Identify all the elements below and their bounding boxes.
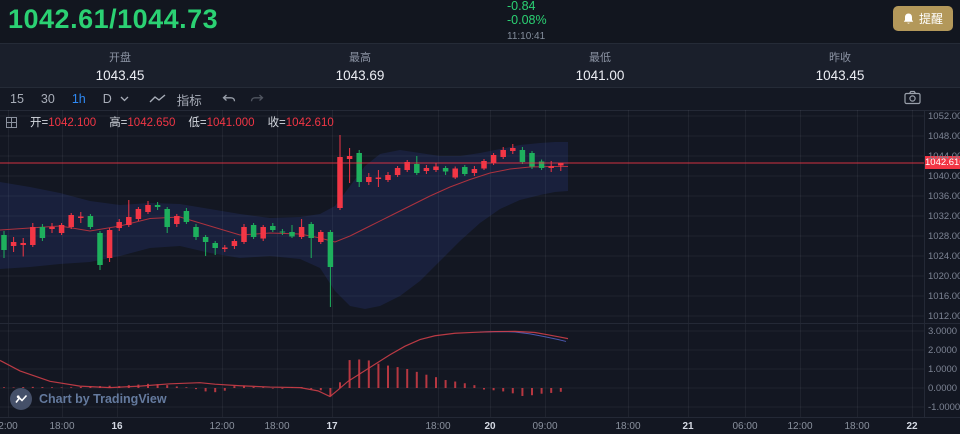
quote-time: 11:10:41 bbox=[507, 31, 546, 42]
time-tick: 21 bbox=[682, 421, 694, 432]
indicator-tick: 0.0000 bbox=[928, 383, 958, 394]
interval-group: 15 30 1h D bbox=[10, 92, 112, 106]
bid-ask-price: 1042.61/1044.73 bbox=[8, 4, 219, 34]
time-tick: 20 bbox=[484, 421, 496, 432]
line-style-icon[interactable] bbox=[149, 94, 167, 104]
camera-snapshot-icon[interactable] bbox=[904, 90, 921, 110]
quote-header: 1042.61/1044.73 -0.84 -0.08% 11:10:41 提醒 bbox=[0, 0, 960, 43]
price-tick: 1024.000 bbox=[928, 251, 960, 262]
tradingview-attribution[interactable]: Chart by TradingView bbox=[10, 388, 167, 410]
tradingview-logo-icon bbox=[10, 388, 32, 410]
price-tick: 1052.000 bbox=[928, 111, 960, 122]
change-percent: -0.08% bbox=[507, 13, 547, 27]
time-tick: 16 bbox=[111, 421, 123, 432]
price-tick: 1028.000 bbox=[928, 231, 960, 242]
indicator-tick: 3.0000 bbox=[928, 326, 958, 337]
time-tick: 06:00 bbox=[732, 421, 758, 432]
stat-item: 昨收 1043.45 bbox=[720, 44, 960, 87]
indicator-tick: -1.0000 bbox=[928, 402, 960, 413]
time-tick: 18:00 bbox=[49, 421, 75, 432]
price-tick: 1036.000 bbox=[928, 191, 960, 202]
stat-value: 1043.45 bbox=[815, 67, 865, 83]
time-tick: 18:00 bbox=[615, 421, 641, 432]
legend-item: 高=1042.650 bbox=[109, 117, 176, 129]
price-tick: 1044.000 bbox=[928, 151, 960, 162]
chart-toolbar: 15 30 1h D 指标 bbox=[0, 88, 960, 110]
price-axis[interactable]: 1042.610 1052.000 1048.000 1044.000 1040.00… bbox=[924, 110, 960, 434]
interval-1h[interactable]: 1h bbox=[71, 92, 86, 106]
time-tick: 12:00 bbox=[787, 421, 813, 432]
indicator-tick: 2.0000 bbox=[928, 345, 958, 356]
redo-icon[interactable] bbox=[250, 94, 264, 105]
stat-item: 最低 1041.00 bbox=[480, 44, 720, 87]
price-tick: 1020.000 bbox=[928, 271, 960, 282]
price-tick: 1032.000 bbox=[928, 211, 960, 222]
legend-item: 收=1042.610 bbox=[267, 117, 334, 129]
change-value: -0.84 bbox=[507, 0, 536, 13]
daily-stats-row: 开盘 1043.45 最高 1043.69 最低 1041.00 昨收 1043.45 bbox=[0, 43, 960, 88]
alert-label: 提醒 bbox=[918, 12, 943, 26]
chevron-down-icon[interactable] bbox=[120, 96, 129, 102]
change-block: -0.84 -0.08% 11:10:41 bbox=[507, 0, 547, 43]
bell-icon bbox=[903, 13, 914, 25]
stat-label: 最低 bbox=[589, 51, 611, 64]
chart-background bbox=[0, 110, 960, 434]
interval-30[interactable]: 30 bbox=[40, 92, 55, 106]
time-tick: 12:00 bbox=[209, 421, 235, 432]
candlestick-chart[interactable] bbox=[0, 110, 960, 434]
stat-value: 1043.69 bbox=[335, 67, 385, 83]
stat-item: 最高 1043.69 bbox=[240, 44, 480, 87]
stat-value: 1041.00 bbox=[575, 67, 625, 83]
legend-item: 开=1042.100 bbox=[30, 117, 97, 129]
time-tick: 17 bbox=[326, 421, 338, 432]
current-price-label: 1042.610 bbox=[925, 156, 960, 170]
indicator-tick: 1.0000 bbox=[928, 364, 958, 375]
price-tick: 1012.000 bbox=[928, 311, 960, 322]
legend-item: 低=1041.000 bbox=[188, 117, 255, 129]
time-axis[interactable]: 2:00 18:00 16 12:00 18:00 17 18:00 20 09:00 18:00… bbox=[0, 417, 960, 434]
time-tick: 18:00 bbox=[264, 421, 290, 432]
stat-label: 最高 bbox=[349, 51, 371, 64]
time-tick: 09:00 bbox=[532, 421, 558, 432]
time-tick: 2:00 bbox=[0, 421, 18, 432]
price-tick: 1048.000 bbox=[928, 131, 960, 142]
interval-15[interactable]: 15 bbox=[10, 92, 24, 106]
attribution-text: Chart by TradingView bbox=[39, 392, 167, 406]
time-tick: 22 bbox=[906, 421, 918, 432]
alert-button[interactable]: 提醒 bbox=[892, 6, 953, 31]
interval-D[interactable]: D bbox=[102, 92, 112, 106]
indicators-button[interactable]: 指标 bbox=[176, 93, 202, 108]
price-tick: 1016.000 bbox=[928, 291, 960, 302]
stat-item: 开盘 1043.45 bbox=[0, 44, 240, 87]
stat-label: 昨收 bbox=[829, 51, 851, 64]
stat-label: 开盘 bbox=[109, 51, 131, 64]
time-tick: 18:00 bbox=[844, 421, 870, 432]
instrument-grid-icon bbox=[6, 116, 17, 128]
time-tick: 18:00 bbox=[425, 421, 451, 432]
ohlc-legend: 开=1042.100 高=1042.650 低=1041.000 收=1042.610 bbox=[6, 114, 334, 130]
undo-icon[interactable] bbox=[222, 94, 236, 105]
stat-value: 1043.45 bbox=[95, 67, 145, 83]
price-tick: 1040.000 bbox=[928, 171, 960, 182]
